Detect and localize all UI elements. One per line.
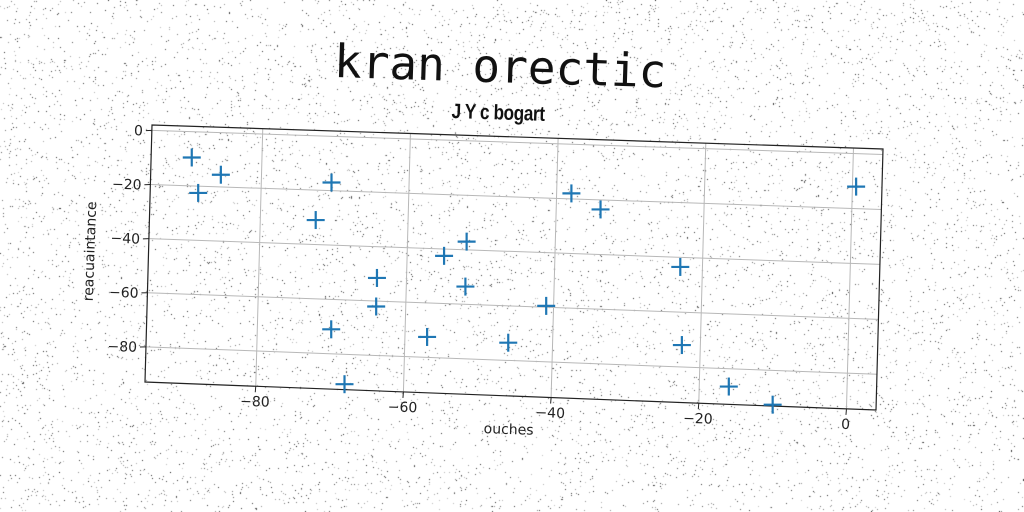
y-axis-label: reacuaintance xyxy=(81,201,100,301)
x-gridline xyxy=(845,148,854,409)
data-point xyxy=(322,320,341,339)
y-gridline xyxy=(151,129,883,155)
x-tick xyxy=(845,408,847,415)
data-point xyxy=(335,375,354,394)
data-point xyxy=(847,177,866,196)
data-point xyxy=(719,377,738,396)
x-gridline xyxy=(255,128,264,387)
x-tick-label: 0 xyxy=(841,417,850,433)
x-tick xyxy=(254,386,257,393)
x-gridline xyxy=(402,133,411,392)
data-point xyxy=(367,297,386,316)
data-point xyxy=(189,183,208,202)
data-point xyxy=(322,173,341,192)
data-point xyxy=(306,211,325,230)
data-point xyxy=(418,327,437,346)
data-point xyxy=(562,184,581,203)
data-point xyxy=(591,200,610,219)
y-tick-label: −60 xyxy=(109,285,139,302)
data-point xyxy=(763,395,782,414)
x-tick-label: −60 xyxy=(388,399,418,416)
y-gridline xyxy=(145,346,877,375)
x-tick xyxy=(402,391,404,398)
x-axis-label: ouches xyxy=(483,421,533,439)
data-point xyxy=(671,257,690,276)
y-tick-label: 0 xyxy=(134,123,143,139)
y-tick-label: −40 xyxy=(110,231,140,248)
plot-area: −80 −60 −40 −20 0 0 −20 −40 −60 −80 ouches reacuain… xyxy=(81,123,884,439)
data-point xyxy=(182,148,201,167)
y-tick-label: −20 xyxy=(112,177,142,194)
x-tick-label: −40 xyxy=(535,405,565,422)
x-tick xyxy=(697,403,700,410)
x-gridline xyxy=(550,138,559,398)
x-tick-label: −20 xyxy=(683,411,713,428)
y-gridline xyxy=(150,184,882,210)
x-gridline xyxy=(698,143,707,404)
data-point xyxy=(457,232,476,251)
data-point xyxy=(499,333,518,352)
y-gridline xyxy=(147,292,879,320)
y-tick-label: −80 xyxy=(107,339,137,356)
x-tick-label: −80 xyxy=(240,394,270,411)
data-point xyxy=(367,268,386,287)
data-point xyxy=(537,296,556,315)
x-tick xyxy=(550,397,552,404)
data-point xyxy=(435,246,454,265)
data-point xyxy=(211,165,230,184)
data-point xyxy=(456,277,475,296)
data-point xyxy=(672,336,691,355)
y-gridline xyxy=(148,238,880,265)
axes-frame xyxy=(144,124,884,411)
